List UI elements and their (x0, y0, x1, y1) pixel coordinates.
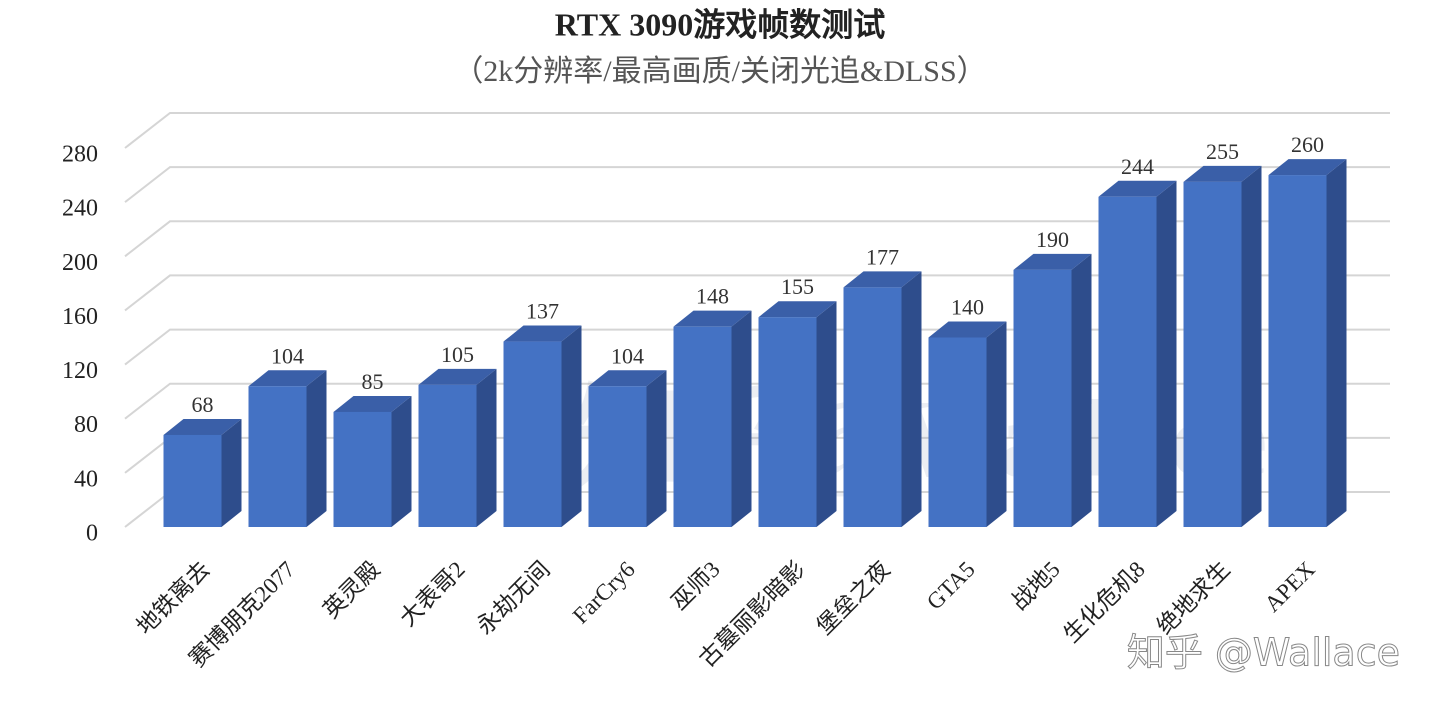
x-tick-label: 大表哥2 (395, 557, 470, 632)
bar-side (816, 301, 837, 527)
x-tick-label: 地铁离去 (132, 557, 215, 640)
x-tick-label: 堡垒之夜 (812, 557, 895, 640)
bar-side (1241, 165, 1262, 527)
grid-line (124, 166, 1390, 203)
bar-top (758, 301, 837, 318)
bar-side (391, 395, 412, 527)
x-tick-label: GTA5 (922, 557, 980, 615)
bar-top (418, 368, 497, 385)
grid-line (124, 220, 1390, 258)
y-tick-label: 280 (62, 142, 98, 168)
value-label: 137 (526, 299, 559, 324)
bar (758, 317, 817, 527)
bar (418, 384, 477, 527)
x-tick-label: 绝地求生 (1152, 557, 1235, 640)
y-tick-label: 0 (86, 521, 98, 547)
bar-side (306, 370, 327, 527)
x-tick-label: FarCry6 (568, 557, 640, 629)
value-label: 177 (866, 244, 899, 269)
bar-side (986, 321, 1007, 527)
bar-top (1098, 180, 1177, 197)
bar-top (163, 418, 242, 435)
x-tick-label: 战地5 (1006, 557, 1064, 615)
value-label: 260 (1291, 132, 1324, 157)
value-label: 190 (1036, 227, 1069, 252)
bar-top (673, 310, 752, 327)
bar-side (1071, 253, 1092, 528)
bar (588, 386, 647, 527)
watermark: 知乎 @Wallace (1127, 631, 1400, 675)
value-label: 105 (441, 342, 474, 367)
value-label: 85 (362, 369, 384, 394)
bar (1013, 269, 1072, 527)
bar-top (1013, 253, 1092, 270)
bar-side (476, 368, 497, 527)
value-label: 104 (271, 343, 304, 368)
bar (333, 411, 392, 527)
bar-side (221, 418, 242, 527)
bar (163, 434, 222, 527)
bar-side (731, 310, 752, 527)
bar-top (248, 370, 327, 387)
grid-line (124, 274, 1390, 312)
bar-top (1268, 159, 1347, 176)
value-label: 155 (781, 274, 814, 299)
bar-side (646, 370, 667, 527)
chart-subtitle: （2k分辨率/最高画质/关闭光追&DLSS） (453, 55, 986, 88)
bar (928, 337, 987, 527)
bar (673, 326, 732, 527)
bar-top (333, 395, 412, 412)
bar-top (1183, 165, 1262, 182)
y-tick-label: 240 (62, 196, 98, 222)
y-tick-label: 40 (74, 466, 98, 492)
bar-side (1326, 159, 1347, 528)
x-tick-label: 永劫无间 (472, 557, 555, 640)
y-tick-label: 120 (62, 358, 98, 384)
bar (503, 341, 562, 527)
x-tick-label: 巫师3 (666, 557, 724, 615)
bar-side (1156, 180, 1177, 527)
y-tick-label: 160 (62, 304, 98, 330)
bar-top (843, 271, 922, 288)
y-tick-label: 80 (74, 412, 98, 438)
grid-line (124, 112, 1390, 149)
value-label: 104 (611, 343, 644, 368)
y-tick-label: 200 (62, 250, 98, 276)
bar-top (928, 321, 1007, 338)
chart-title: RTX 3090游戏帧数测试 (555, 6, 885, 42)
value-label: 68 (192, 392, 214, 417)
x-tick-label: APEX (1260, 556, 1320, 616)
bar-top (503, 325, 582, 342)
bar (1268, 175, 1327, 528)
x-tick-label: 英灵殿 (318, 557, 384, 623)
bar (1183, 181, 1242, 527)
bar (248, 386, 307, 527)
bar (843, 287, 902, 527)
value-label: 244 (1121, 154, 1154, 179)
value-label: 140 (951, 295, 984, 320)
bar-side (561, 325, 582, 527)
bar-side (901, 271, 922, 527)
bar-top (588, 370, 667, 387)
value-label: 148 (696, 284, 729, 309)
value-label: 255 (1206, 139, 1239, 164)
bar (1098, 196, 1157, 527)
